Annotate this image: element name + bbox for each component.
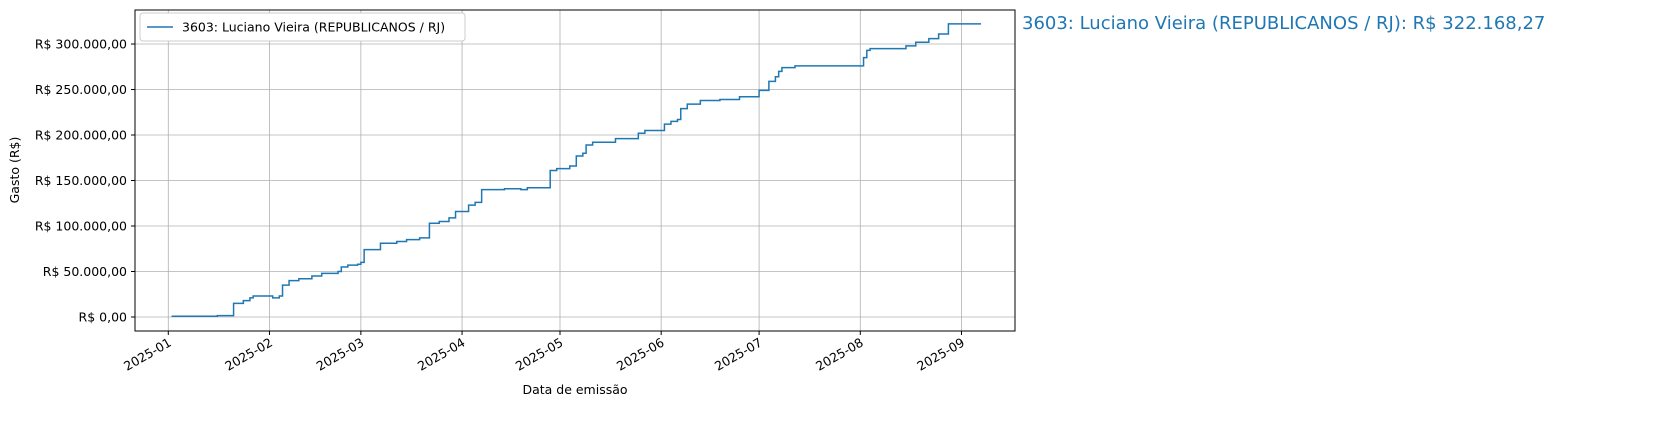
x-tick-label: 2025-05 — [513, 335, 566, 374]
x-tick-label: 2025-04 — [415, 335, 468, 374]
legend: 3603: Luciano Vieira (REPUBLICANOS / RJ) — [139, 12, 466, 42]
y-tick-label: R$ 150.000,00 — [35, 173, 127, 188]
x-tick-label: 2025-06 — [614, 335, 667, 374]
annotation: 3603: Luciano Vieira (REPUBLICANOS / RJ)… — [1022, 13, 1545, 34]
x-tick-label: 2025-07 — [712, 335, 765, 374]
y-tick-label: R$ 100.000,00 — [35, 219, 127, 234]
y-tick-label: R$ 200.000,00 — [35, 128, 127, 143]
y-tick-label: R$ 250.000,00 — [35, 82, 127, 97]
y-axis-label: Gasto (R$) — [7, 137, 22, 204]
plot-frame — [134, 9, 1016, 332]
x-tick-label: 2025-03 — [314, 335, 367, 374]
line — [171, 23, 982, 318]
legend-label: 3603: Luciano Vieira (REPUBLICANOS / RJ) — [182, 20, 445, 35]
y-tick-label: R$ 50.000,00 — [43, 264, 127, 279]
y-tick-label: R$ 0,00 — [79, 309, 127, 324]
x-tick-label: 2025-08 — [813, 335, 866, 374]
x-tick-label: 2025-02 — [222, 335, 275, 374]
y-tick-label: R$ 300.000,00 — [35, 37, 127, 52]
legend-box — [139, 12, 466, 42]
x-axis-label: Data de emissão — [522, 382, 627, 397]
x-tick-label: 2025-09 — [914, 335, 967, 374]
x-tick-label: 2025-01 — [121, 335, 174, 374]
